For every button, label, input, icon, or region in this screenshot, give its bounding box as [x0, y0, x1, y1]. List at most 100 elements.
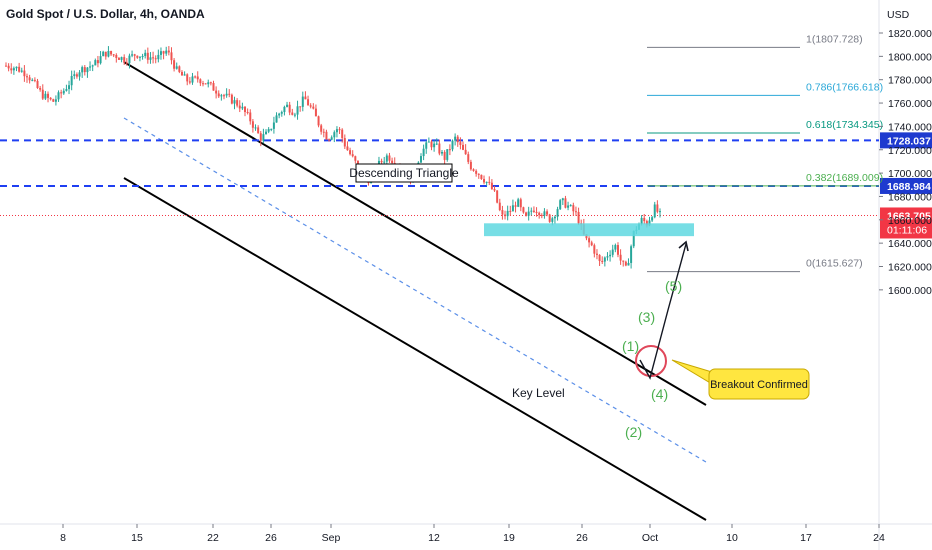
candle-body: [39, 87, 42, 90]
candle-body: [128, 55, 131, 64]
candle-body: [196, 76, 199, 80]
candle-body: [477, 173, 480, 175]
candle-body: [527, 211, 530, 216]
level-price-label: 1688.984: [887, 181, 931, 193]
candle-body: [483, 178, 486, 183]
candle-body: [312, 106, 315, 109]
candle-body: [81, 67, 84, 73]
candle-body: [167, 50, 170, 53]
candle-body: [26, 76, 29, 78]
currency-label: USD: [887, 9, 910, 21]
time-axis: 8 15 22 26 Sep 12 19 26 Oct 10 17 24: [60, 524, 885, 544]
candle-body: [204, 83, 207, 85]
candle-body: [627, 262, 630, 266]
candle-body: [257, 127, 260, 134]
candle-body: [538, 212, 541, 216]
x-tick-label: 19: [503, 532, 515, 544]
candle-body: [107, 51, 110, 57]
candle-body: [422, 148, 425, 157]
candle-body: [590, 242, 593, 246]
candle-body: [18, 66, 21, 72]
candle-body: [349, 150, 352, 155]
candle-body: [52, 99, 55, 102]
candle-body: [104, 51, 107, 57]
candle-body: [183, 74, 186, 76]
candle-body: [514, 205, 517, 207]
candle-body: [75, 74, 78, 77]
y-tick-label: 1800.000: [888, 51, 932, 63]
fib-label: 0.618(1734.345): [806, 119, 883, 131]
candle-body: [83, 67, 86, 73]
candle-body: [611, 249, 614, 255]
candle-body: [509, 210, 512, 212]
candle-body: [648, 220, 651, 226]
x-tick-label: 10: [726, 532, 738, 544]
candle-body: [496, 190, 499, 203]
candle-body: [427, 141, 430, 143]
candle-body: [645, 221, 648, 226]
candle-body: [152, 57, 155, 59]
candle-body: [12, 68, 15, 71]
candle-body: [301, 96, 304, 107]
candle-body: [47, 93, 50, 98]
candle-body: [286, 104, 289, 107]
candle-body: [632, 230, 635, 247]
callout-pointer: [671, 359, 713, 385]
candle-body: [94, 60, 97, 66]
candle-body: [441, 151, 443, 154]
candle-body: [15, 66, 18, 69]
fib-label: 0.382(1689.009): [806, 172, 883, 184]
candle-body: [165, 50, 168, 54]
y-tick-label: 1640.000: [888, 238, 932, 250]
candle-body: [517, 199, 520, 207]
candle-body: [223, 95, 225, 97]
candle-body: [65, 89, 68, 91]
candle-body: [659, 211, 661, 213]
y-tick-label: 1660.000: [888, 215, 932, 227]
candle-body: [220, 95, 223, 97]
candle-body: [199, 79, 202, 84]
candle-body: [325, 131, 328, 140]
y-tick-label: 1720.000: [888, 145, 932, 157]
candle-body: [333, 132, 336, 138]
candle-body: [561, 198, 564, 201]
candle-body: [293, 114, 296, 116]
candle-body: [585, 234, 588, 239]
candle-body: [317, 116, 320, 126]
candle-body: [451, 140, 454, 150]
candle-body: [548, 214, 551, 222]
candle-body: [391, 160, 394, 164]
countdown-label: 01:11:06: [887, 224, 927, 236]
candle-body: [606, 256, 609, 258]
candle-body: [546, 211, 549, 215]
candle-body: [215, 90, 218, 94]
projection-arrowhead: [678, 240, 689, 252]
candle-body: [120, 57, 123, 60]
candle-body: [438, 143, 441, 154]
candle-body: [125, 62, 128, 64]
candle-body: [506, 210, 509, 217]
candle-body: [341, 129, 344, 139]
candle-body: [5, 65, 7, 67]
candle-body: [535, 211, 538, 213]
candle-body: [288, 104, 291, 113]
x-tick-label: 26: [576, 532, 588, 544]
candle-body: [186, 74, 189, 82]
candle-body: [435, 143, 438, 145]
candle-body: [380, 160, 383, 163]
candle-body: [493, 189, 496, 191]
candle-body: [616, 245, 619, 255]
candle-body: [194, 76, 197, 78]
candle-body: [328, 139, 331, 141]
candle-body: [630, 246, 633, 263]
channel-midline: [123, 117, 707, 463]
candle-body: [551, 218, 554, 222]
candle-body: [469, 161, 472, 170]
candle-body: [343, 138, 346, 147]
fib-label: 1(1807.728): [806, 33, 863, 45]
candle-body: [28, 77, 31, 81]
candle-body: [653, 204, 656, 218]
candle-body: [236, 100, 239, 106]
